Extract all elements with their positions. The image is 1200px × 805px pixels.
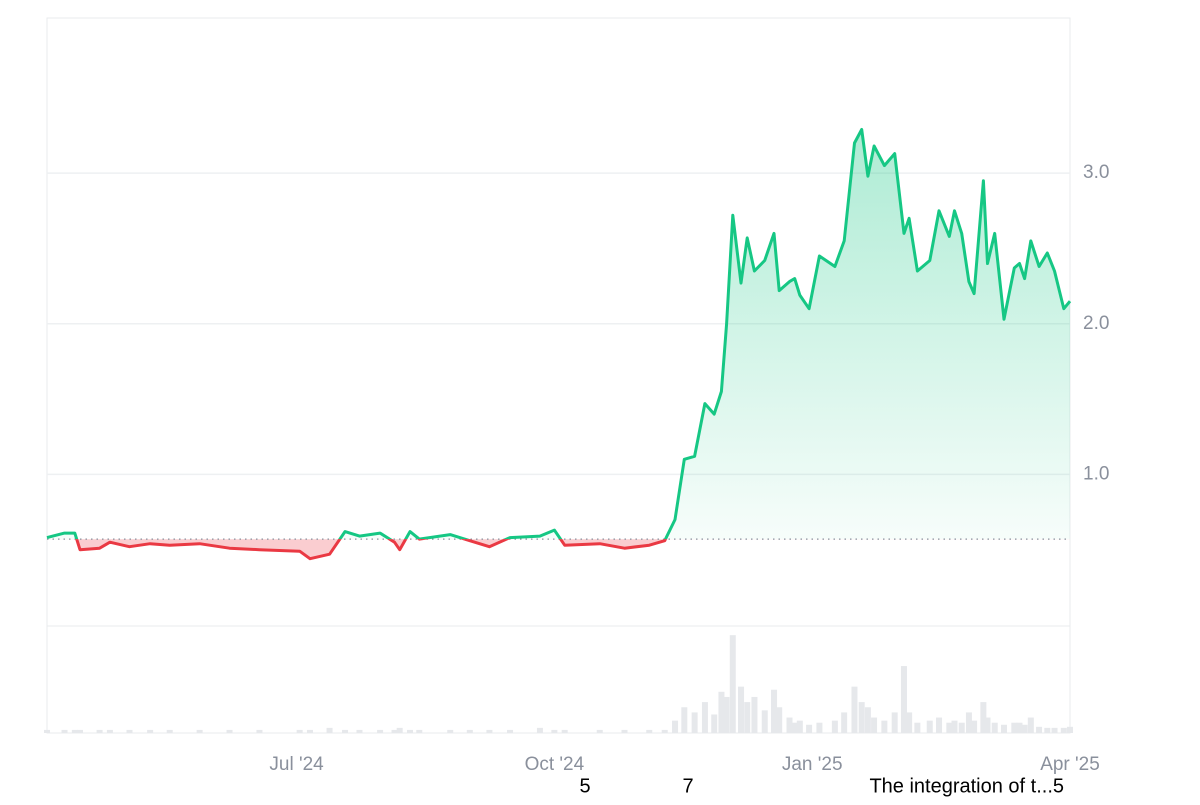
volume-bar xyxy=(256,729,263,733)
volume-bar xyxy=(926,720,933,733)
volume-bar xyxy=(1011,722,1018,733)
x-tick-label: Apr '25 xyxy=(1040,754,1100,775)
volume-bar xyxy=(711,714,718,733)
volume-bar xyxy=(1021,724,1028,733)
y-tick-label: 1.0 xyxy=(1083,463,1109,484)
price-line-down xyxy=(75,539,668,561)
volume-bar xyxy=(851,686,858,733)
volume-bar xyxy=(447,729,454,733)
volume-bar xyxy=(1016,722,1023,733)
annotation: 5 xyxy=(579,775,590,797)
volume-bar xyxy=(965,712,972,733)
annotation: 7 xyxy=(682,775,693,797)
volume-bar xyxy=(71,729,78,733)
x-tick-label: Oct '24 xyxy=(525,754,585,775)
volume-bar xyxy=(761,710,768,733)
volume-bar xyxy=(596,729,603,733)
volume-bar xyxy=(958,722,965,733)
volume-bar xyxy=(971,720,978,733)
volume-bar xyxy=(980,702,987,733)
volume-bar xyxy=(166,729,173,733)
price-line-up xyxy=(46,128,1072,540)
volume-bar xyxy=(738,686,745,733)
volume-bar xyxy=(396,727,403,733)
volume-bar xyxy=(226,729,233,733)
y-tick-label: 3.0 xyxy=(1083,162,1109,183)
volume-bar xyxy=(858,702,865,733)
volume-bar xyxy=(96,729,103,733)
volume-bar xyxy=(914,722,921,733)
volume-bar xyxy=(718,691,725,733)
volume-bar xyxy=(691,712,698,733)
x-tick-label: Jul '24 xyxy=(269,754,324,775)
volume-bar xyxy=(751,696,758,733)
volume-bar xyxy=(486,729,493,733)
volume-bar xyxy=(1051,727,1058,733)
volume-bar xyxy=(946,722,953,733)
volume-bar xyxy=(723,696,730,733)
annotation: The integration of t...5 xyxy=(869,775,1064,797)
volume-bar xyxy=(906,712,913,733)
volume-bar xyxy=(342,729,349,733)
volume-bar xyxy=(672,720,679,733)
volume-bar xyxy=(377,729,384,733)
volume-bar xyxy=(984,717,991,733)
volume-bar xyxy=(806,724,813,733)
volume-bar xyxy=(296,729,303,733)
volume-bar xyxy=(951,720,958,733)
volume-bar xyxy=(744,702,751,733)
volume-bar xyxy=(841,712,848,733)
volume-bar xyxy=(786,717,793,733)
volume-bar xyxy=(466,729,473,733)
volume-bar xyxy=(1067,726,1073,733)
volume-bar xyxy=(991,722,998,733)
area-down xyxy=(76,539,666,559)
volume-bar xyxy=(1036,726,1043,733)
volume-bar xyxy=(196,729,203,733)
volume-bar xyxy=(871,717,878,733)
volume-bar xyxy=(891,712,898,733)
volume-bar xyxy=(681,707,688,733)
volume-bar xyxy=(646,729,653,733)
volume-bar xyxy=(106,729,113,733)
volume-bar xyxy=(771,689,778,733)
volume-bar xyxy=(776,707,783,733)
volume-bar xyxy=(551,729,558,733)
volume-bar xyxy=(561,729,568,733)
volume-bar xyxy=(416,729,423,733)
x-tick-label: Jan '25 xyxy=(782,754,843,775)
volume-bar xyxy=(356,729,363,733)
volume-bar xyxy=(701,702,708,733)
volume-bar xyxy=(306,729,313,733)
volume-bar xyxy=(1044,727,1051,733)
volume-bar xyxy=(900,666,907,733)
volume-bar xyxy=(661,729,668,733)
volume-bar xyxy=(1027,717,1034,733)
volume-bar xyxy=(391,729,398,733)
volume-bar xyxy=(881,720,888,733)
volume-bar xyxy=(729,635,736,733)
volume-bar xyxy=(791,722,798,733)
volume-bar xyxy=(936,717,943,733)
volume-bar xyxy=(61,729,68,733)
area-up xyxy=(47,129,1070,540)
volume-bar xyxy=(621,729,628,733)
volume-bar xyxy=(816,722,823,733)
volume-bar xyxy=(864,707,871,733)
volume-bar xyxy=(44,729,50,733)
volume-bar xyxy=(1001,724,1007,733)
volume-bar xyxy=(407,729,413,733)
volume-bar xyxy=(326,727,333,733)
volume-bar xyxy=(796,720,803,733)
volume-bar xyxy=(126,729,133,733)
volume-bar xyxy=(536,727,543,733)
volume-bar xyxy=(507,729,514,733)
volume-bar xyxy=(1060,727,1067,733)
volume-bar xyxy=(147,729,154,733)
volume-bar xyxy=(77,729,83,733)
volume-bar xyxy=(831,720,838,733)
y-tick-label: 2.0 xyxy=(1083,313,1109,334)
